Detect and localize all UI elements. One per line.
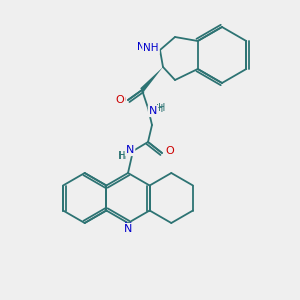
- Polygon shape: [140, 67, 163, 92]
- Text: H: H: [118, 151, 126, 161]
- Text: H: H: [156, 104, 164, 114]
- Text: O: O: [165, 146, 173, 156]
- Text: NH: NH: [143, 43, 159, 53]
- Text: O: O: [166, 146, 174, 156]
- Text: O: O: [116, 95, 124, 105]
- Text: N: N: [124, 224, 132, 234]
- Text: O: O: [118, 95, 126, 105]
- Text: H: H: [119, 151, 127, 161]
- Text: NH: NH: [143, 43, 159, 53]
- Text: O: O: [166, 146, 174, 156]
- Text: N: N: [149, 106, 157, 116]
- Text: NH: NH: [136, 42, 152, 52]
- Text: N: N: [124, 222, 132, 232]
- Text: O: O: [116, 95, 124, 105]
- Text: N: N: [124, 224, 132, 234]
- Text: N: N: [148, 107, 156, 117]
- Text: N: N: [126, 145, 134, 155]
- Text: H: H: [158, 103, 166, 113]
- Text: N: N: [149, 106, 157, 116]
- Text: N: N: [125, 146, 133, 156]
- Text: N: N: [126, 145, 134, 155]
